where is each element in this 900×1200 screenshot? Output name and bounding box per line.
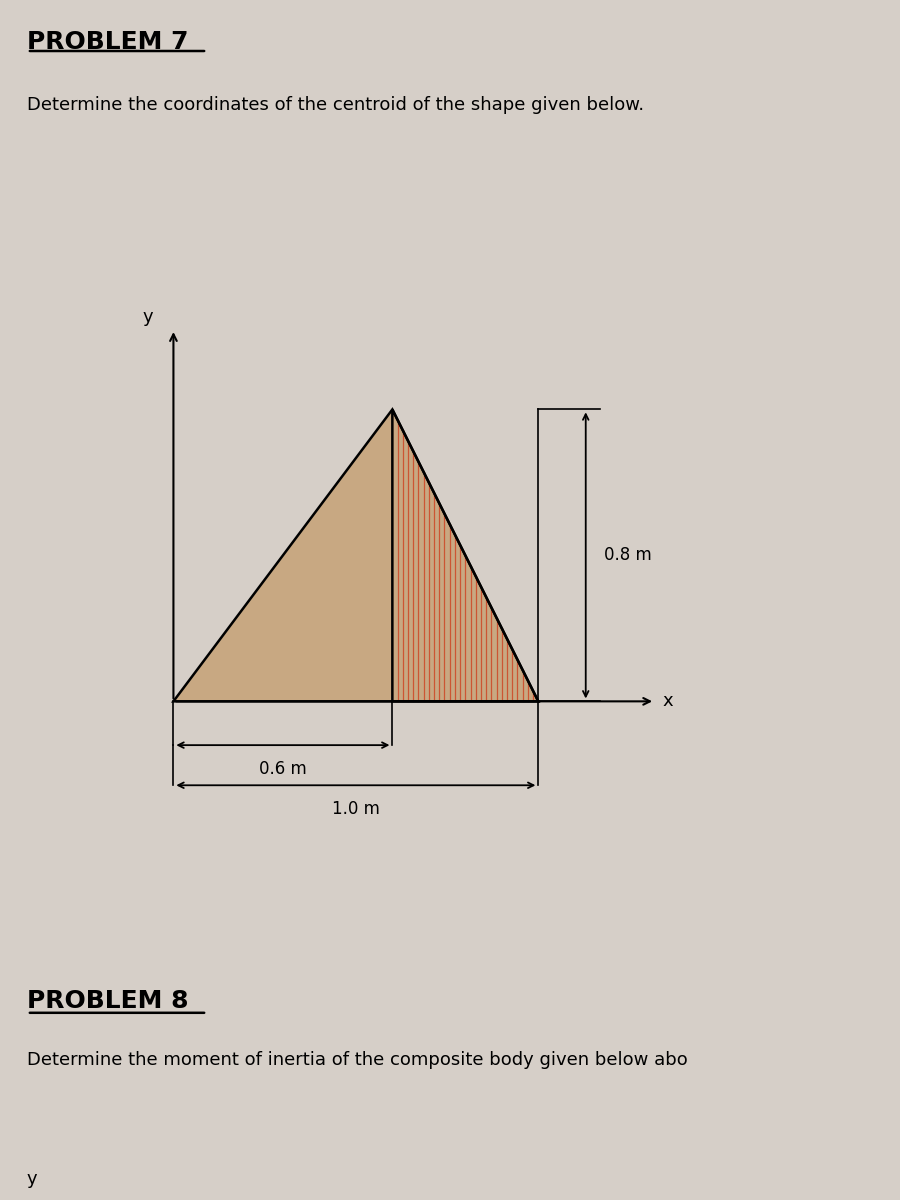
Text: PROBLEM 7: PROBLEM 7 <box>27 30 188 54</box>
Text: 0.8 m: 0.8 m <box>604 546 652 564</box>
Text: y: y <box>27 1170 38 1188</box>
Text: 0.6 m: 0.6 m <box>259 760 307 778</box>
Text: y: y <box>142 307 153 325</box>
Text: Determine the coordinates of the centroid of the shape given below.: Determine the coordinates of the centroi… <box>27 96 644 114</box>
Text: x: x <box>662 692 673 710</box>
Polygon shape <box>174 409 538 701</box>
Text: 1.0 m: 1.0 m <box>332 800 380 818</box>
Text: Determine the moment of inertia of the composite body given below abo: Determine the moment of inertia of the c… <box>27 1051 688 1069</box>
Text: PROBLEM 8: PROBLEM 8 <box>27 989 188 1013</box>
